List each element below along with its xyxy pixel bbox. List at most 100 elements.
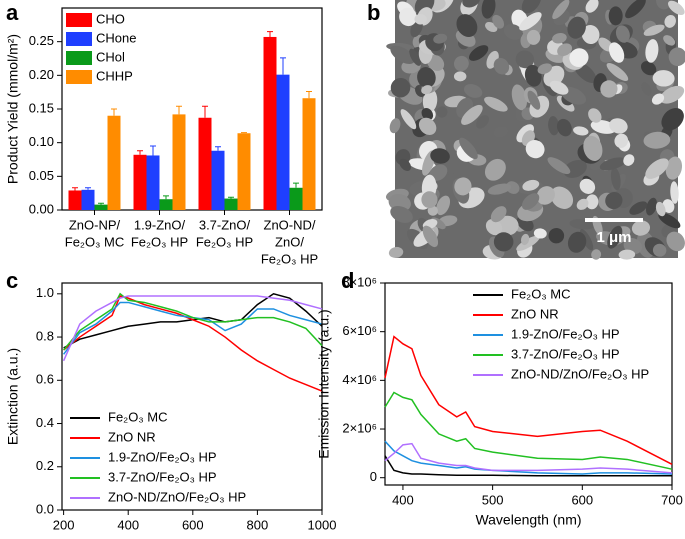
x-tick-label: 1.9-ZnO/ bbox=[134, 217, 186, 232]
x-tick-label: 200 bbox=[53, 517, 75, 532]
line bbox=[63, 292, 323, 351]
y-tick-label: 2×10⁶ bbox=[342, 420, 377, 435]
particle bbox=[484, 158, 506, 181]
particle bbox=[608, 42, 625, 63]
particle bbox=[567, 16, 586, 39]
line bbox=[384, 440, 673, 475]
particle bbox=[533, 228, 547, 239]
line bbox=[384, 391, 673, 470]
error-bar bbox=[293, 182, 299, 188]
particle bbox=[655, 201, 666, 217]
legend-label: 1.9-ZnO/Fe₂O₃ HP bbox=[108, 449, 217, 464]
particle bbox=[600, 80, 618, 98]
line bbox=[384, 442, 673, 474]
particle bbox=[492, 14, 505, 29]
particle bbox=[550, 186, 574, 209]
legend-swatch bbox=[66, 32, 92, 46]
error-bar bbox=[137, 150, 143, 155]
particle bbox=[605, 191, 623, 210]
error-bar bbox=[267, 31, 273, 37]
legend-label: Fe₂O₃ MC bbox=[108, 409, 167, 424]
x-tick-label: 3.7-ZnO/ bbox=[199, 217, 251, 232]
bar bbox=[302, 98, 316, 210]
particle bbox=[390, 77, 411, 98]
particle bbox=[414, 13, 427, 25]
particle bbox=[658, 212, 681, 229]
particle bbox=[462, 0, 481, 8]
particle bbox=[436, 195, 451, 216]
particle bbox=[453, 71, 467, 82]
particle bbox=[493, 126, 509, 138]
particle bbox=[485, 219, 503, 236]
particle bbox=[652, 243, 667, 257]
particle bbox=[651, 93, 665, 105]
bar bbox=[81, 189, 95, 210]
particle bbox=[663, 35, 676, 46]
particle bbox=[422, 225, 439, 248]
particle bbox=[429, 164, 448, 181]
particle bbox=[549, 80, 569, 95]
panel-label: c bbox=[6, 268, 18, 293]
particle bbox=[623, 154, 635, 166]
particle bbox=[390, 45, 415, 64]
particle bbox=[610, 167, 621, 191]
particle bbox=[527, 90, 541, 110]
x-tick-label: ZnO-ND/ bbox=[264, 217, 316, 232]
particle bbox=[641, 82, 652, 96]
bar bbox=[159, 199, 173, 210]
particle bbox=[524, 64, 542, 87]
y-tick-label: 0.10 bbox=[29, 134, 54, 149]
particle bbox=[418, 117, 437, 135]
bar bbox=[68, 190, 82, 210]
x-tick-label: ZnO-NP/ bbox=[69, 217, 121, 232]
particle bbox=[484, 96, 508, 112]
bar bbox=[263, 36, 277, 210]
particle bbox=[609, 118, 628, 134]
x-axis-label: Wavelength (nm) bbox=[475, 512, 581, 528]
x-tick-label: Fe₂O₃ HP bbox=[196, 234, 253, 249]
bar bbox=[133, 154, 147, 210]
particle bbox=[427, 205, 439, 216]
particle bbox=[461, 104, 483, 125]
particle bbox=[399, 158, 412, 171]
line bbox=[384, 455, 672, 477]
y-tick-label: 1.0 bbox=[36, 285, 54, 300]
particle bbox=[585, 0, 599, 13]
particle bbox=[417, 67, 436, 88]
particle bbox=[399, 7, 417, 27]
particle bbox=[567, 231, 587, 253]
error-bar bbox=[241, 132, 247, 134]
legend-label: CHHP bbox=[96, 68, 133, 83]
particle bbox=[433, 33, 448, 44]
error-bar bbox=[163, 195, 169, 200]
particle bbox=[585, 194, 599, 210]
particle bbox=[659, 85, 685, 104]
error-bar bbox=[176, 105, 182, 115]
legend-swatch bbox=[66, 13, 92, 27]
particle bbox=[643, 24, 665, 36]
particle bbox=[668, 0, 685, 16]
particle bbox=[625, 0, 646, 19]
x-axis-label: Wavelength (nm) bbox=[139, 537, 245, 539]
particle bbox=[520, 233, 530, 246]
error-bar bbox=[72, 187, 78, 191]
particle bbox=[536, 186, 555, 205]
particle bbox=[400, 109, 417, 130]
particle bbox=[526, 29, 541, 45]
particle bbox=[583, 135, 603, 161]
scale-bar bbox=[585, 218, 643, 222]
particle bbox=[547, 157, 571, 175]
bar bbox=[276, 74, 290, 210]
bar bbox=[289, 187, 303, 210]
particle bbox=[581, 24, 600, 44]
particle bbox=[645, 158, 669, 179]
scale-bar-label: 1 μm bbox=[596, 229, 631, 246]
particle bbox=[463, 84, 483, 98]
y-tick-label: 0.8 bbox=[36, 328, 54, 343]
particle bbox=[606, 63, 629, 81]
particle bbox=[422, 89, 438, 113]
particle bbox=[640, 61, 657, 76]
y-tick-label: 0 bbox=[370, 469, 377, 484]
particle bbox=[388, 246, 404, 258]
